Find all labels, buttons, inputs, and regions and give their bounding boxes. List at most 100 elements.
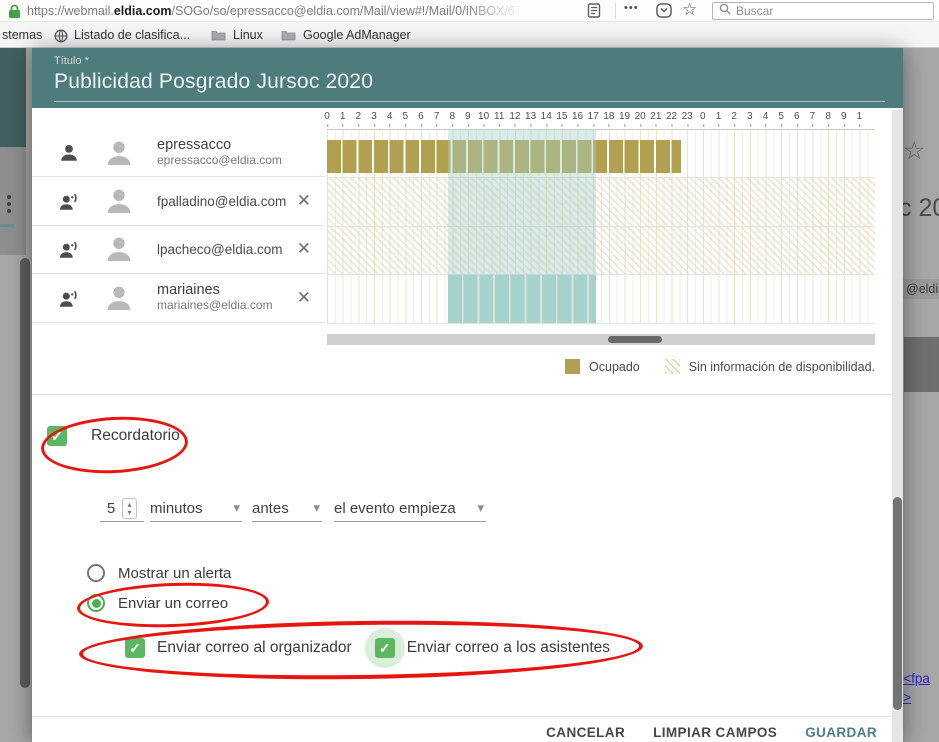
remove-attendee-button[interactable]: ✕: [296, 191, 311, 211]
email-organizer-checkbox[interactable]: ✓: [125, 638, 145, 658]
chevron-down-icon: ▾: [233, 500, 240, 515]
event-title-input[interactable]: Publicidad Posgrado Jursoc 2020: [54, 70, 374, 93]
browser-url-bar: https://webmail.eldia.com/SOGo/so/epress…: [0, 0, 939, 22]
background-accent-fragment: [0, 224, 14, 227]
background-link: <fpa: [903, 671, 930, 686]
url-path: /SOGo/so/epressacco@eldia.com/Mail/view#…: [171, 4, 522, 18]
hour-label: 9: [841, 111, 847, 127]
hour-label: 12: [509, 111, 520, 127]
hour-label: 9: [465, 111, 471, 127]
hour-label: 18: [603, 111, 614, 127]
reader-mode-icon[interactable]: [587, 3, 601, 23]
bookmark-item[interactable]: Listado de clasifica...: [74, 28, 191, 42]
checkbox-ripple: ✓: [364, 628, 405, 668]
clear-fields-button[interactable]: LIMPIAR CAMPOS: [653, 725, 778, 740]
bookmark-item[interactable]: Google AdManager: [303, 28, 411, 42]
kebab-menu-icon: [7, 195, 11, 199]
scrollbar-thumb[interactable]: [608, 336, 662, 343]
show-alert-radio[interactable]: [87, 564, 105, 582]
attendee-role-icon: [58, 287, 82, 309]
url-field[interactable]: https://webmail.eldia.com/SOGo/so/epress…: [27, 4, 522, 18]
busy-legend-swatch: [565, 359, 581, 374]
reminder-label: Recordatorio: [91, 427, 180, 444]
background-email-chip: @eldia: [901, 279, 939, 299]
send-email-option-row: Enviar un correo: [87, 594, 228, 612]
reminder-relation-select[interactable]: antes ▾: [252, 496, 322, 522]
availability-grid: [327, 129, 875, 324]
bookmark-item[interactable]: stemas: [2, 28, 43, 42]
page-actions-icon[interactable]: •••: [624, 2, 639, 14]
hour-label: 0: [700, 111, 706, 127]
hour-label: 7: [810, 111, 815, 127]
title-field-label: Título *: [54, 55, 89, 67]
attendee-name: mariaines: [157, 281, 220, 298]
avatar: [102, 232, 136, 266]
hour-label: 13: [525, 111, 536, 127]
hour-label: 3: [747, 111, 753, 127]
availability-row: [327, 130, 875, 179]
reminder-reference-select[interactable]: el evento empieza ▾: [334, 496, 486, 522]
hour-label: 8: [825, 111, 831, 127]
attendee-role-icon: [58, 238, 82, 260]
chevron-down-icon: ▾: [313, 500, 320, 515]
unit-value: minutos: [150, 500, 203, 517]
stepper-down-icon[interactable]: ▾: [127, 507, 132, 517]
hour-label: 6: [794, 111, 800, 127]
remove-attendee-button[interactable]: ✕: [296, 287, 311, 307]
grid-horizontal-scrollbar[interactable]: [327, 334, 875, 345]
attendee-list: epressacco epressacco@eldia.com fpalladino…: [32, 129, 325, 323]
search-input[interactable]: Buscar: [712, 2, 934, 20]
background-partial-title: c 20: [899, 194, 939, 222]
attendee-email: lpacheco@eldia.com: [157, 241, 283, 257]
quantity-stepper[interactable]: ▴ ▾: [122, 498, 137, 519]
reminder-section: ✓ Recordatorio 5 ▴ ▾ minutos ▾: [32, 395, 903, 716]
reminder-checkbox[interactable]: ✓: [47, 426, 67, 446]
email-checkboxes-row: ✓ Enviar correo al organizador ✓ Enviar …: [125, 628, 610, 668]
pocket-icon[interactable]: [656, 3, 672, 23]
dialog-actions: CANCELAR LIMPIAR CAMPOS GUARDAR: [32, 716, 903, 742]
remove-attendee-button[interactable]: ✕: [296, 239, 311, 259]
reminder-quantity-input[interactable]: 5 ▴ ▾: [100, 496, 144, 522]
email-attendees-checkbox[interactable]: ✓: [374, 638, 395, 658]
busy-blocks: [327, 140, 681, 173]
attendee-row: fpalladino@eldia.com ✕: [32, 177, 325, 226]
hour-label: 22: [666, 111, 677, 127]
hour-label: 2: [731, 111, 737, 127]
hour-label: 21: [650, 111, 661, 127]
send-email-radio[interactable]: [87, 594, 105, 612]
check-icon: ✓: [378, 639, 391, 656]
attendee-row: lpacheco@eldia.com ✕: [32, 226, 325, 275]
cancel-button[interactable]: CANCELAR: [546, 725, 626, 740]
availability-row: [327, 275, 875, 324]
stepper-up-icon[interactable]: ▴: [127, 499, 132, 509]
availability-row: [327, 178, 875, 227]
dialog-vertical-scrollbar[interactable]: [892, 110, 903, 742]
dimmed-page-background: ☆ c 20 @eldia o <fpam> Título * Publicid…: [0, 48, 939, 742]
bookmark-star-icon[interactable]: ☆: [682, 0, 698, 19]
save-button[interactable]: GUARDAR: [805, 725, 877, 740]
hour-label: 4: [387, 111, 392, 127]
folder-icon: [281, 29, 296, 44]
hour-label: 16: [572, 111, 583, 127]
hour-label: 8: [449, 111, 455, 127]
globe-icon: [54, 29, 68, 46]
no-info-legend-label: Sin información de disponibilidad.: [688, 359, 875, 374]
chevron-down-icon: ▾: [477, 500, 484, 515]
hour-label: 17: [588, 111, 599, 127]
hour-label: 5: [403, 111, 408, 127]
scrollbar-thumb[interactable]: [893, 497, 902, 710]
https-lock-icon: [8, 4, 21, 24]
reminder-controls: 5 ▴ ▾ minutos ▾ antes ▾: [100, 496, 486, 522]
event-selection-band[interactable]: [447, 130, 597, 323]
reminder-unit-select[interactable]: minutos ▾: [150, 496, 242, 522]
event-editor-dialog: Título * Publicidad Posgrado Jursoc 2020…: [32, 48, 903, 742]
bookmark-item[interactable]: Linux: [233, 28, 263, 42]
hour-label: 1: [857, 111, 862, 127]
hour-label: 11: [494, 111, 504, 127]
quantity-value: 5: [106, 500, 116, 517]
hour-label: 6: [418, 111, 424, 127]
hour-label: 10: [478, 111, 489, 127]
attendee-row: mariaines mariaines@eldia.com ✕: [32, 274, 325, 323]
attendee-name: epressacco: [157, 136, 232, 153]
availability-legend: Ocupado Sin información de disponibilida…: [565, 359, 875, 374]
